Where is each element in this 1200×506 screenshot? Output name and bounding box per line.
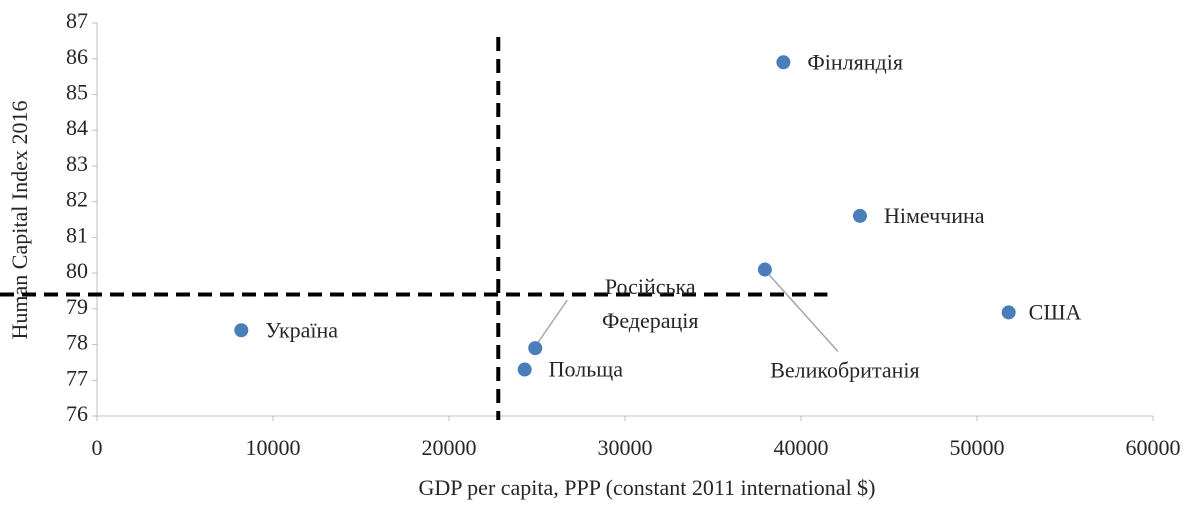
point <box>517 362 532 377</box>
y-tick-label: 79 <box>66 294 88 319</box>
point-label: Україна <box>265 317 338 342</box>
point-label: Фінляндія <box>807 49 903 74</box>
point <box>1001 305 1016 320</box>
y-tick-label: 84 <box>66 115 88 140</box>
leader-line <box>768 274 839 353</box>
y-tick-label: 85 <box>66 80 88 105</box>
x-tick-label: 10000 <box>246 435 301 460</box>
x-tick-label: 40000 <box>774 435 829 460</box>
point-label-box: Російська Федерація <box>601 274 699 334</box>
y-axis-title: Human Capital Index 2016 <box>7 101 32 340</box>
y-tick-label: 87 <box>66 8 88 33</box>
point <box>776 55 791 70</box>
leader-line <box>537 299 568 343</box>
y-tick-label: 81 <box>66 222 88 247</box>
y-tick-label: 80 <box>66 258 88 283</box>
x-tick-label: 50000 <box>950 435 1005 460</box>
y-tick-label: 82 <box>66 187 88 212</box>
x-tick-label: 60000 <box>1126 435 1181 460</box>
point-label: Російська Федерація <box>601 274 699 334</box>
y-tick-label: 77 <box>66 365 88 390</box>
point <box>852 208 867 223</box>
point-label: Польща <box>549 357 624 382</box>
x-tick-label: 20000 <box>422 435 477 460</box>
x-axis-title: GDP per capita, PPP (constant 2011 inter… <box>418 475 875 500</box>
x-tick-label: 0 <box>92 435 103 460</box>
point-label: Великобританія <box>770 358 919 383</box>
point <box>528 341 543 356</box>
y-tick-label: 76 <box>66 401 88 426</box>
y-tick-label: 86 <box>66 44 88 69</box>
x-tick-label: 30000 <box>598 435 653 460</box>
y-tick-label: 83 <box>66 151 88 176</box>
point-label: США <box>1029 299 1082 324</box>
point-label: Німеччина <box>884 203 985 228</box>
y-tick-label: 78 <box>66 330 88 355</box>
point <box>234 323 249 338</box>
point <box>757 262 772 277</box>
